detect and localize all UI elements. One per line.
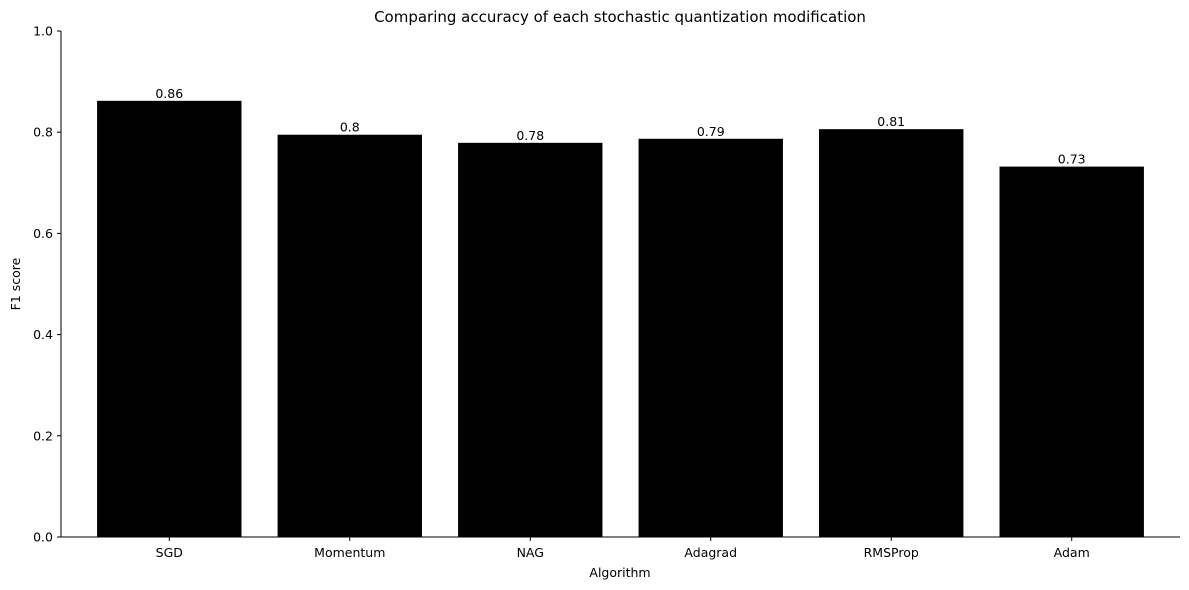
- x-tick-label: NAG: [517, 545, 544, 560]
- bar-adagrad: [638, 138, 783, 537]
- x-tick-label: Momentum: [314, 545, 385, 560]
- y-tick-label: 0.2: [33, 428, 53, 443]
- y-axis-ticks: 0.0 0.2 0.4 0.6 0.8 1.0: [33, 24, 61, 545]
- y-axis-label: F1 score: [8, 257, 23, 310]
- bar-adam: [999, 166, 1144, 537]
- x-tick-label: Adagrad: [684, 545, 737, 560]
- y-tick-label: 0.4: [33, 327, 53, 342]
- y-tick-label: 1.0: [33, 24, 53, 39]
- x-axis-ticks: SGD Momentum NAG Adagrad RMSProp Adam: [156, 537, 1090, 560]
- y-tick-label: 0.8: [33, 125, 53, 140]
- bar-value-label: 0.79: [697, 124, 725, 139]
- bars: [97, 100, 1144, 538]
- bar-value-label: 0.73: [1058, 152, 1086, 167]
- bar-rmsprop: [819, 129, 964, 537]
- x-tick-label: RMSProp: [864, 545, 919, 560]
- y-tick-label: 0.0: [33, 530, 53, 545]
- x-tick-label: Adam: [1054, 545, 1090, 560]
- bar-sgd: [97, 100, 242, 537]
- y-tick-label: 0.6: [33, 226, 53, 241]
- bar-value-label: 0.86: [155, 86, 183, 101]
- x-tick-label: SGD: [156, 545, 183, 560]
- chart-title: Comparing accuracy of each stochastic qu…: [374, 8, 866, 26]
- bar-value-label: 0.8: [340, 120, 360, 135]
- x-axis-label: Algorithm: [589, 565, 650, 580]
- bar-nag: [458, 142, 603, 538]
- bar-value-label: 0.81: [877, 114, 905, 129]
- bar-value-label: 0.78: [516, 128, 544, 143]
- bar-momentum: [277, 134, 422, 538]
- bar-value-labels: 0.86 0.8 0.78 0.79 0.81 0.73: [155, 86, 1085, 167]
